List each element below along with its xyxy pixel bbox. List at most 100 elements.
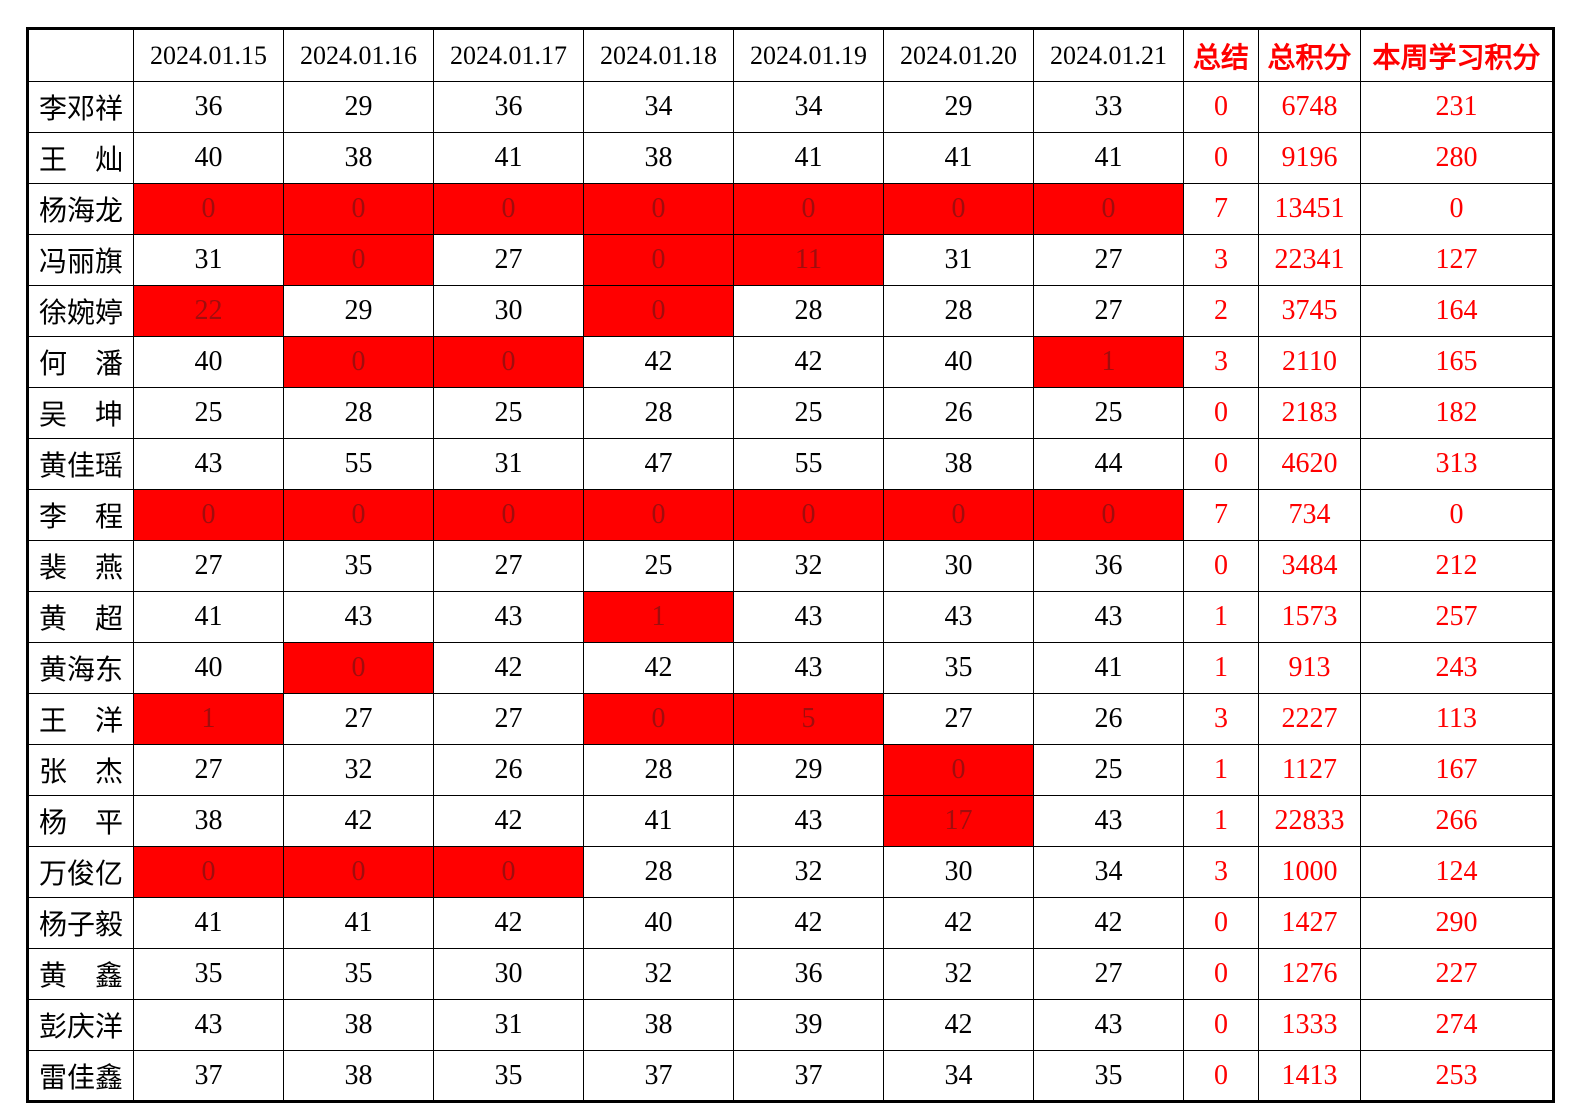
day-score-cell: 43 [133, 999, 284, 1051]
table-row: 黄佳瑶 43 55 31 47 55 38 44 0 4620 313 [27, 438, 1554, 490]
table-row: 彭庆洋 43 38 31 38 39 42 43 0 1333 274 [27, 999, 1554, 1051]
total-score-cell: 3745 [1258, 285, 1361, 337]
week-score-header: 本周学习积分 [1360, 28, 1554, 82]
student-name: 裴 燕 [27, 540, 134, 592]
day-score-cell: 42 [433, 795, 584, 847]
day-score-cell: 38 [283, 132, 434, 184]
day-score-cell: 37 [583, 1050, 734, 1102]
date-header: 2024.01.19 [733, 28, 884, 82]
day-score-cell: 40 [583, 897, 734, 949]
total-score-cell: 9196 [1258, 132, 1361, 184]
table-row: 王 洋 1 27 27 0 5 27 26 3 2227 113 [27, 693, 1554, 745]
week-score-cell: 280 [1360, 132, 1554, 184]
day-score-cell: 42 [1033, 897, 1184, 949]
day-score-cell: 34 [883, 1050, 1034, 1102]
day-score-cell: 0 [883, 183, 1034, 235]
total-score-cell: 913 [1258, 642, 1361, 694]
total-score-cell: 1573 [1258, 591, 1361, 643]
day-score-cell: 43 [133, 438, 284, 490]
day-score-cell: 42 [283, 795, 434, 847]
table-row: 王 灿 40 38 41 38 41 41 41 0 9196 280 [27, 132, 1554, 184]
day-score-cell: 31 [883, 234, 1034, 286]
day-score-cell: 43 [283, 591, 434, 643]
day-score-cell: 30 [433, 285, 584, 337]
week-score-cell: 113 [1360, 693, 1554, 745]
day-score-cell: 25 [1033, 387, 1184, 439]
summary-cell: 0 [1183, 438, 1259, 490]
summary-cell: 1 [1183, 795, 1259, 847]
total-score-cell: 6748 [1258, 81, 1361, 133]
day-score-cell: 0 [583, 234, 734, 286]
day-score-cell: 38 [133, 795, 284, 847]
week-score-cell: 257 [1360, 591, 1554, 643]
day-score-cell: 0 [283, 489, 434, 541]
table-row: 杨 平 38 42 42 41 43 17 43 1 22833 266 [27, 795, 1554, 847]
week-score-cell: 243 [1360, 642, 1554, 694]
day-score-cell: 29 [283, 81, 434, 133]
student-name: 何 潘 [27, 336, 134, 388]
day-score-cell: 27 [1033, 285, 1184, 337]
day-score-cell: 42 [583, 642, 734, 694]
day-score-cell: 25 [1033, 744, 1184, 796]
week-score-cell: 212 [1360, 540, 1554, 592]
day-score-cell: 41 [1033, 132, 1184, 184]
total-score-cell: 4620 [1258, 438, 1361, 490]
table-row: 何 潘 40 0 0 42 42 40 1 3 2110 165 [27, 336, 1554, 388]
summary-cell: 3 [1183, 846, 1259, 898]
student-name: 王 灿 [27, 132, 134, 184]
student-name: 李邓祥 [27, 81, 134, 133]
day-score-cell: 55 [733, 438, 884, 490]
summary-cell: 0 [1183, 1050, 1259, 1102]
day-score-cell: 40 [133, 336, 284, 388]
summary-cell: 0 [1183, 897, 1259, 949]
day-score-cell: 47 [583, 438, 734, 490]
day-score-cell: 41 [883, 132, 1034, 184]
day-score-cell: 41 [283, 897, 434, 949]
day-score-cell: 39 [733, 999, 884, 1051]
day-score-cell: 34 [1033, 846, 1184, 898]
day-score-cell: 1 [133, 693, 284, 745]
day-score-cell: 34 [583, 81, 734, 133]
day-score-cell: 32 [883, 948, 1034, 1000]
day-score-cell: 0 [133, 489, 284, 541]
day-score-cell: 42 [433, 642, 584, 694]
summary-cell: 0 [1183, 540, 1259, 592]
day-score-cell: 36 [733, 948, 884, 1000]
week-score-cell: 274 [1360, 999, 1554, 1051]
total-score-cell: 1333 [1258, 999, 1361, 1051]
summary-cell: 1 [1183, 591, 1259, 643]
day-score-cell: 38 [583, 132, 734, 184]
student-name: 张 杰 [27, 744, 134, 796]
summary-cell: 7 [1183, 183, 1259, 235]
day-score-cell: 0 [283, 642, 434, 694]
day-score-cell: 41 [1033, 642, 1184, 694]
day-score-cell: 43 [1033, 795, 1184, 847]
student-name: 万俊亿 [27, 846, 134, 898]
day-score-cell: 0 [433, 336, 584, 388]
day-score-cell: 44 [1033, 438, 1184, 490]
day-score-cell: 32 [733, 540, 884, 592]
day-score-cell: 42 [883, 897, 1034, 949]
day-score-cell: 33 [1033, 81, 1184, 133]
day-score-cell: 29 [283, 285, 434, 337]
day-score-cell: 27 [133, 540, 284, 592]
day-score-cell: 28 [883, 285, 1034, 337]
week-score-cell: 167 [1360, 744, 1554, 796]
day-score-cell: 40 [133, 642, 284, 694]
day-score-cell: 31 [133, 234, 284, 286]
total-score-cell: 22341 [1258, 234, 1361, 286]
day-score-cell: 42 [733, 336, 884, 388]
table-body: 李邓祥 36 29 36 34 34 29 33 0 6748 231 王 灿 40 38 41 38 41 41… [27, 81, 1554, 1102]
day-score-cell: 0 [283, 183, 434, 235]
day-score-cell: 35 [883, 642, 1034, 694]
day-score-cell: 40 [883, 336, 1034, 388]
day-score-cell: 32 [733, 846, 884, 898]
student-name: 冯丽旗 [27, 234, 134, 286]
day-score-cell: 5 [733, 693, 884, 745]
student-name: 彭庆洋 [27, 999, 134, 1051]
day-score-cell: 35 [1033, 1050, 1184, 1102]
table-row: 杨海龙 0 0 0 0 0 0 0 7 13451 0 [27, 183, 1554, 235]
total-score-cell: 2183 [1258, 387, 1361, 439]
day-score-cell: 41 [433, 132, 584, 184]
week-score-cell: 313 [1360, 438, 1554, 490]
